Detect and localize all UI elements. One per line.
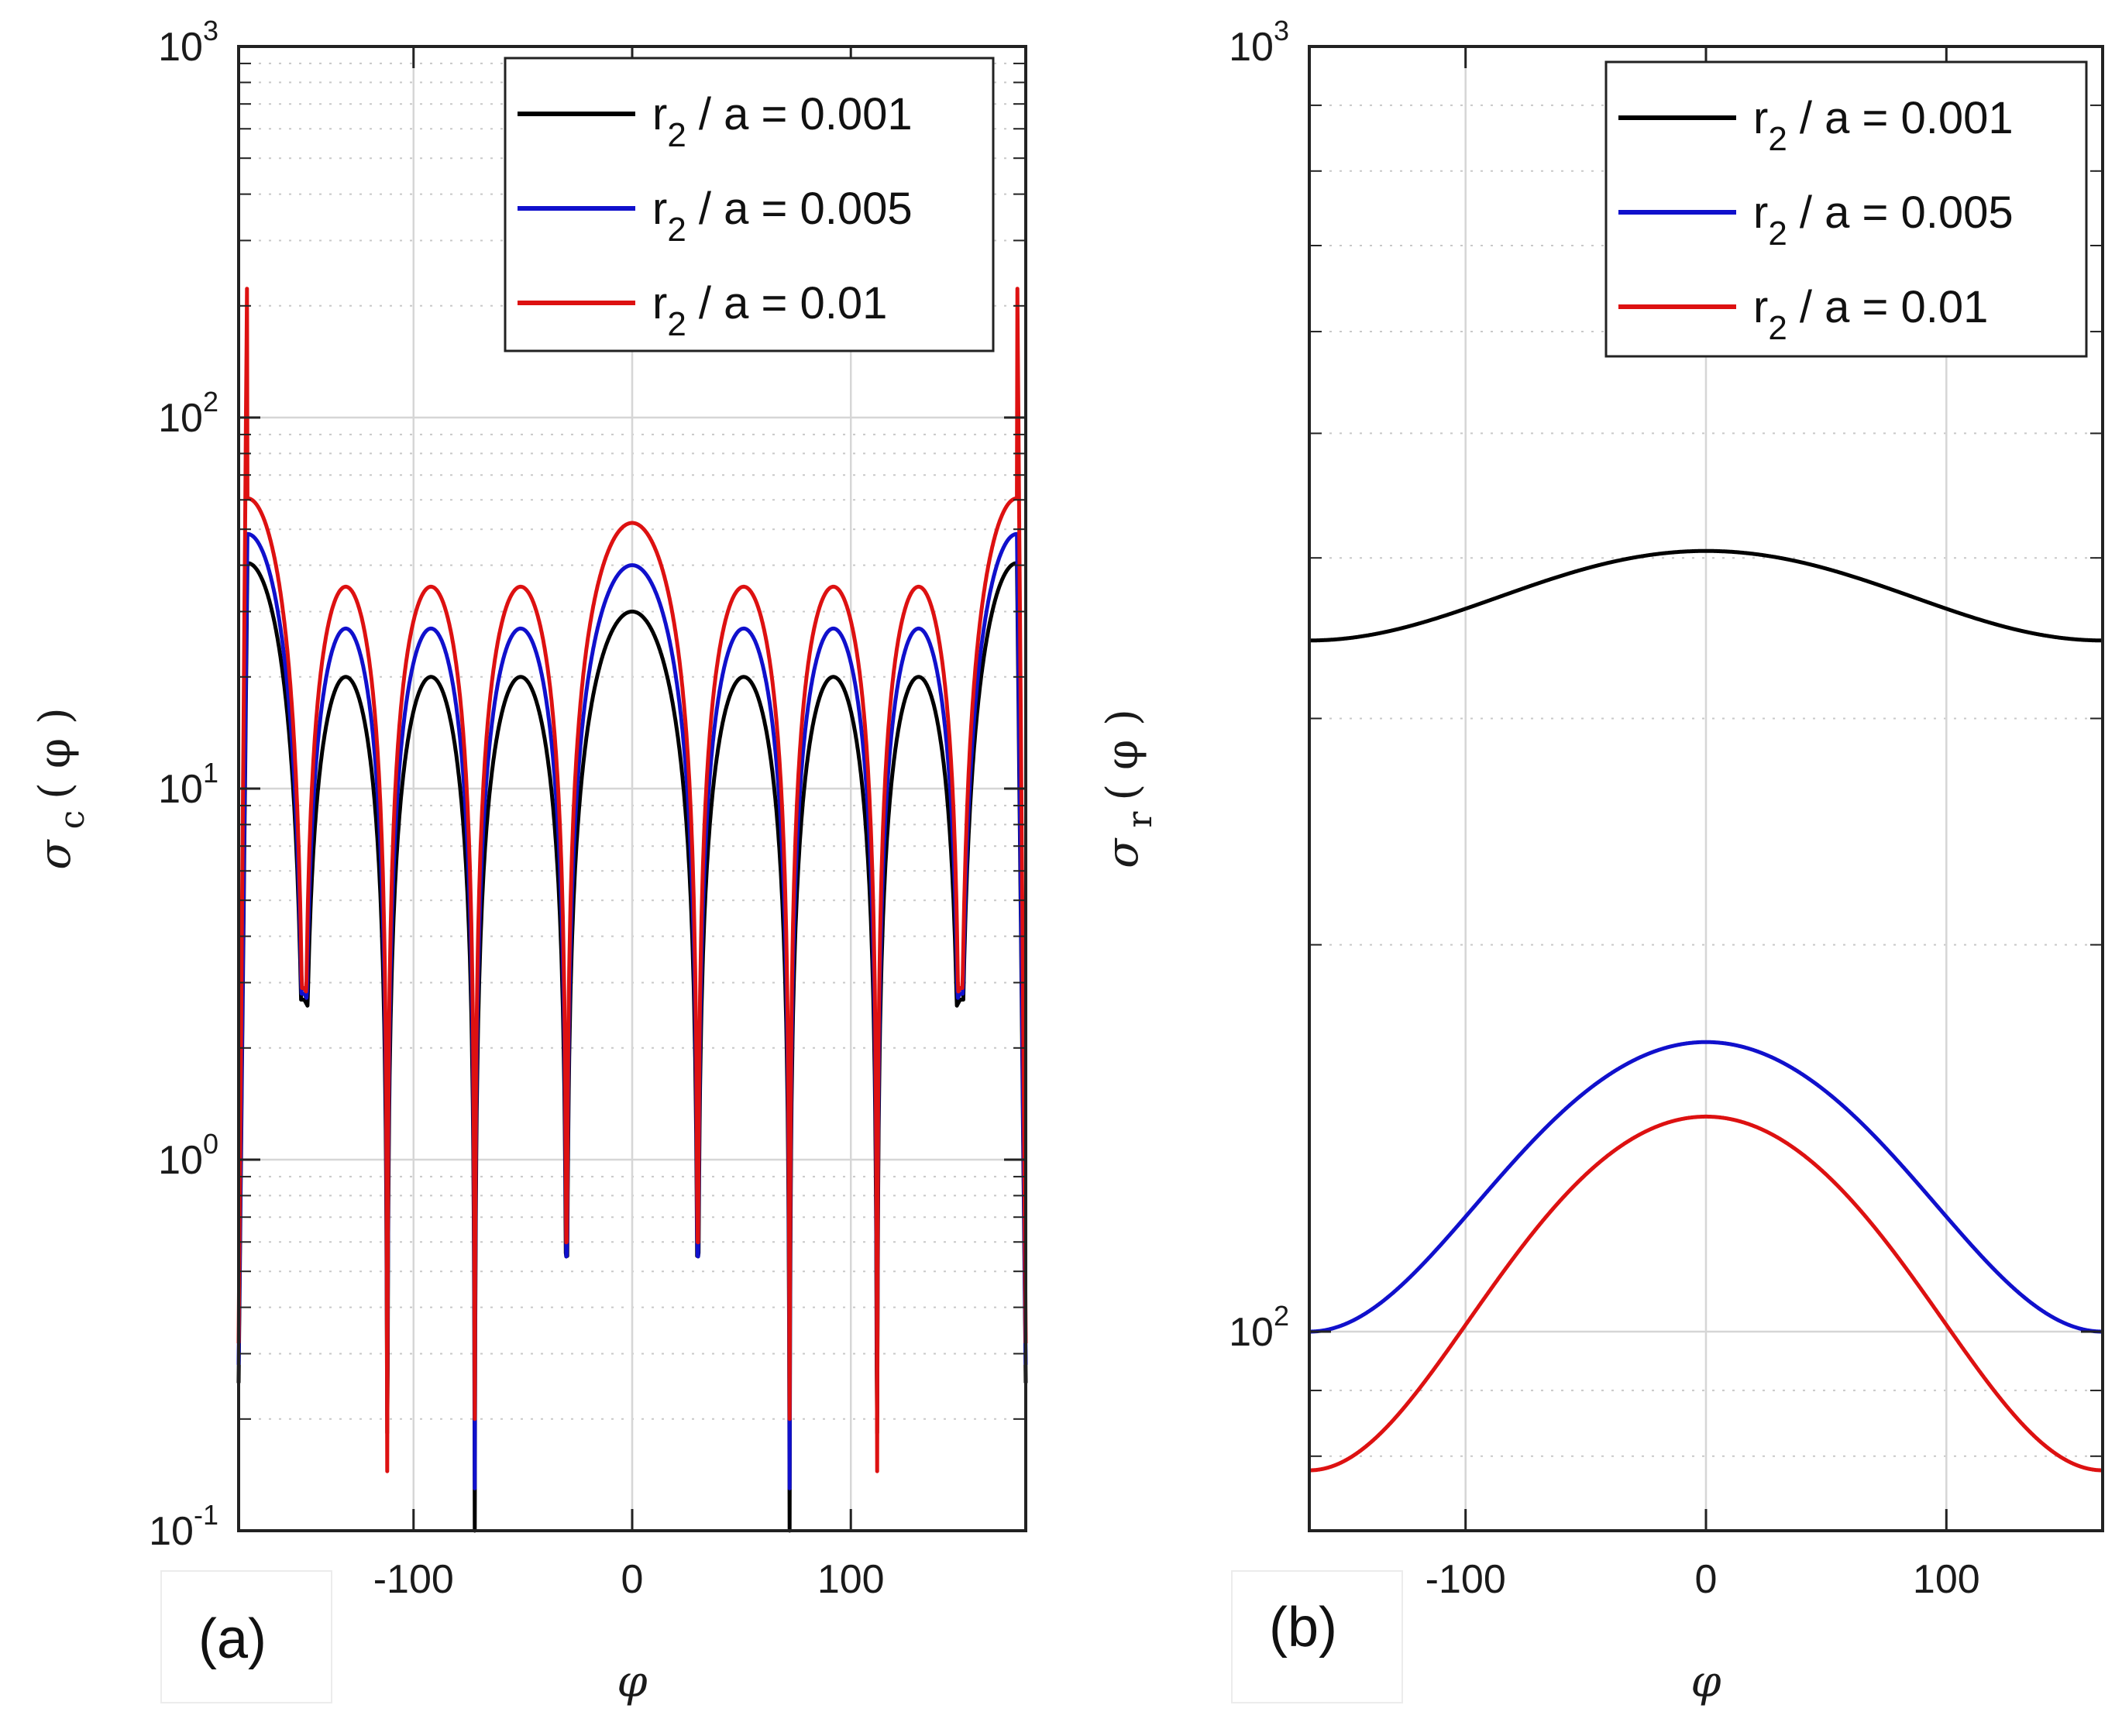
panel-b-tag: (b): [1269, 1597, 1337, 1659]
panel-a-grid: [239, 45, 1026, 1532]
panel-a-y-tick-label: 101: [158, 757, 218, 812]
panel-a-x-tick-label: -100: [373, 1557, 454, 1602]
panel-b-lines: [1308, 548, 2104, 1473]
panel-a-legend-label-2: r2 / a = 0.005: [652, 184, 913, 249]
panel-b-x-label: φ: [1690, 1657, 1721, 1707]
panel-a-series-line-1: [236, 561, 1028, 1533]
panel-b-legend: r2 / a = 0.001 r2 / a = 0.005 r2 / a = 0.0…: [1604, 60, 2088, 358]
panel-a-y-tick-label: 102: [158, 386, 218, 441]
panel-b-series-line-2: [1308, 1040, 2104, 1334]
panel-a-x-tick-label: 100: [817, 1557, 885, 1602]
panel-a-y-tick-label: 103: [158, 15, 218, 70]
panel-b-y-tick-label: 102: [1229, 1300, 1289, 1355]
panel-a-legend: r2 / a = 0.001 r2 / a = 0.005 r2 / a = 0.0…: [504, 57, 995, 352]
panel-a-legend-label-3: r2 / a = 0.01: [652, 278, 887, 343]
panel-a-tag-box: [160, 1570, 332, 1703]
panel-b-tag-box: [1231, 1570, 1403, 1703]
panel-b-legend-label-1: r2 / a = 0.001: [1753, 93, 2014, 158]
panel-a-x-tick-label: 0: [621, 1557, 644, 1602]
panel-b-y-label: σ r ( φ ): [1098, 709, 1160, 868]
panel-b-y-tick-label: 103: [1229, 15, 1289, 70]
panel-b-series-line-3: [1308, 1114, 2104, 1473]
panel-a-y-label: σ c ( φ ): [30, 707, 92, 869]
panel-a-ticks: 10-1 100 101 102 103 -100 0 100: [149, 15, 1026, 1602]
panel-b-x-tick-label: 100: [1913, 1557, 1980, 1602]
panel-a-lines: [236, 287, 1028, 1533]
panel-a-series-line-2: [236, 531, 1028, 1490]
panel-a-x-label: φ: [617, 1657, 647, 1707]
panel-a-tag: (a): [198, 1608, 267, 1670]
panel-b-legend-label-2: r2 / a = 0.005: [1753, 187, 2014, 253]
panel-b-x-tick-label: -100: [1426, 1557, 1506, 1602]
panel-a-legend-label-1: r2 / a = 0.001: [652, 89, 913, 154]
panel-b-series-line-1: [1308, 548, 2104, 643]
panel-b-legend-label-3: r2 / a = 0.01: [1753, 282, 1988, 347]
panel-a-y-tick-label: 100: [158, 1128, 218, 1183]
panel-a-series-line-3: [236, 287, 1028, 1473]
panel-b-ticks: 102 103 -100 0 100: [1229, 15, 2103, 1602]
panel-a-y-tick-label: 10-1: [149, 1499, 218, 1554]
panel-b-x-tick-label: 0: [1695, 1557, 1718, 1602]
